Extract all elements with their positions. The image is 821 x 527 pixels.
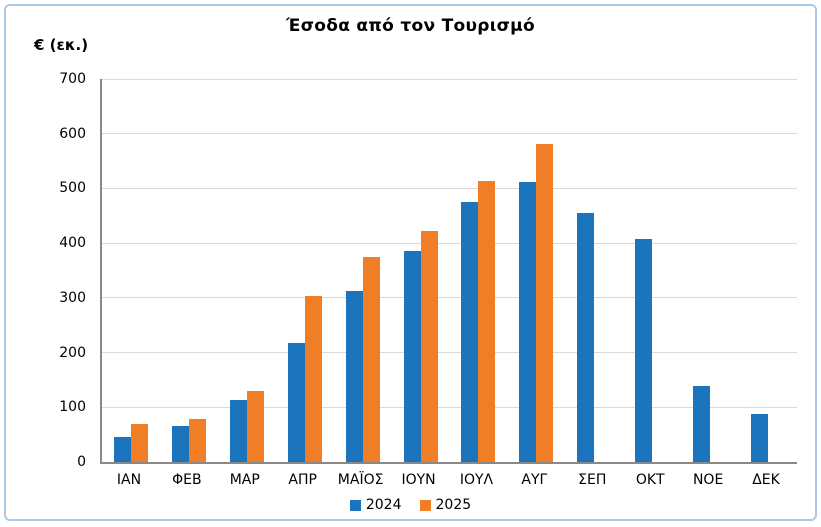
bar-2024 bbox=[751, 414, 769, 462]
bar-2025 bbox=[478, 181, 496, 462]
bar-2024 bbox=[403, 250, 421, 462]
gridline bbox=[102, 242, 797, 244]
y-axis-tick-labels: 0 100 200 300 400 500 600 700 bbox=[6, 71, 92, 470]
bar-2025 bbox=[362, 256, 380, 462]
bar-2025 bbox=[246, 391, 264, 462]
chart-frame: Έσοδα από τον Τουρισμό € (εκ.) 0 100 200 30… bbox=[4, 4, 817, 521]
legend: 2024 2025 bbox=[6, 497, 815, 513]
bar-2025 bbox=[130, 424, 148, 462]
x-tick-label: ΙΟΥΛ bbox=[459, 472, 494, 488]
x-tick-label: ΑΥΓ bbox=[521, 472, 548, 488]
x-axis-tick-labels: ΙΑΝ ΦΕΒ ΜΑΡ ΑΠΡ ΜΑΪΟΣ ΙΟΥΝ ΙΟΥΛ ΑΥΓ ΣΕΠ ΟΚΤ ΝΟΕ ΔΕΚ bbox=[100, 472, 795, 492]
bar-2024 bbox=[171, 426, 189, 462]
chart-title: Έσοδα από τον Τουρισμό bbox=[286, 16, 535, 36]
bar-2025 bbox=[304, 295, 322, 462]
legend-label: 2025 bbox=[435, 497, 472, 513]
gridline bbox=[102, 78, 797, 80]
y-tick-label: 400 bbox=[59, 235, 86, 252]
bar-2024 bbox=[229, 400, 247, 462]
y-tick-label: 0 bbox=[77, 454, 86, 470]
x-tick-label: ΙΑΝ bbox=[116, 472, 142, 488]
y-axis-title: € (εκ.) bbox=[34, 36, 89, 54]
bar-2024 bbox=[287, 342, 305, 462]
x-tick-label: ΟΚΤ bbox=[635, 472, 665, 488]
gridline bbox=[102, 406, 797, 408]
y-tick-label: 600 bbox=[59, 125, 86, 142]
bar-2024 bbox=[461, 202, 479, 462]
legend-item-2025: 2025 bbox=[419, 497, 472, 513]
x-tick-label: ΜΑΪΟΣ bbox=[337, 472, 384, 488]
bar-2024 bbox=[693, 385, 711, 462]
x-tick-label: ΑΠΡ bbox=[288, 472, 317, 488]
y-tick-label: 100 bbox=[59, 399, 86, 416]
bar-2024 bbox=[577, 213, 595, 462]
y-tick-label: 500 bbox=[59, 180, 86, 197]
legend-item-2024: 2024 bbox=[349, 497, 402, 513]
bar-2024 bbox=[635, 239, 653, 462]
bar-2025 bbox=[420, 231, 438, 462]
gridline bbox=[102, 297, 797, 299]
x-tick-label: ΜΑΡ bbox=[229, 472, 260, 488]
plot-area bbox=[100, 78, 797, 464]
bar-2025 bbox=[536, 144, 554, 462]
legend-swatch-2024 bbox=[349, 499, 361, 511]
x-tick-label: ΙΟΥΝ bbox=[401, 472, 436, 488]
gridline bbox=[102, 187, 797, 189]
x-tick-label: ΔΕΚ bbox=[752, 472, 780, 488]
legend-swatch-2025 bbox=[419, 499, 431, 511]
bar-2024 bbox=[345, 291, 363, 462]
x-tick-label: ΣΕΠ bbox=[578, 472, 607, 488]
gridline bbox=[102, 352, 797, 354]
gridline bbox=[102, 133, 797, 135]
y-tick-label: 200 bbox=[59, 344, 86, 361]
x-tick-label: ΝΟΕ bbox=[692, 472, 724, 488]
bar-2025 bbox=[188, 418, 206, 462]
y-tick-label: 700 bbox=[59, 71, 86, 87]
y-tick-label: 300 bbox=[59, 289, 86, 306]
bar-2024 bbox=[113, 437, 131, 462]
legend-label: 2024 bbox=[365, 497, 402, 513]
x-tick-label: ΦΕΒ bbox=[172, 472, 202, 488]
bar-2024 bbox=[519, 182, 537, 462]
